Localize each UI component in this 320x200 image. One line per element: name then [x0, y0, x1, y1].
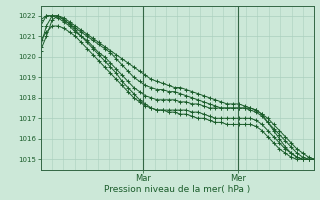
X-axis label: Pression niveau de la mer( hPa ): Pression niveau de la mer( hPa ) — [104, 185, 251, 194]
